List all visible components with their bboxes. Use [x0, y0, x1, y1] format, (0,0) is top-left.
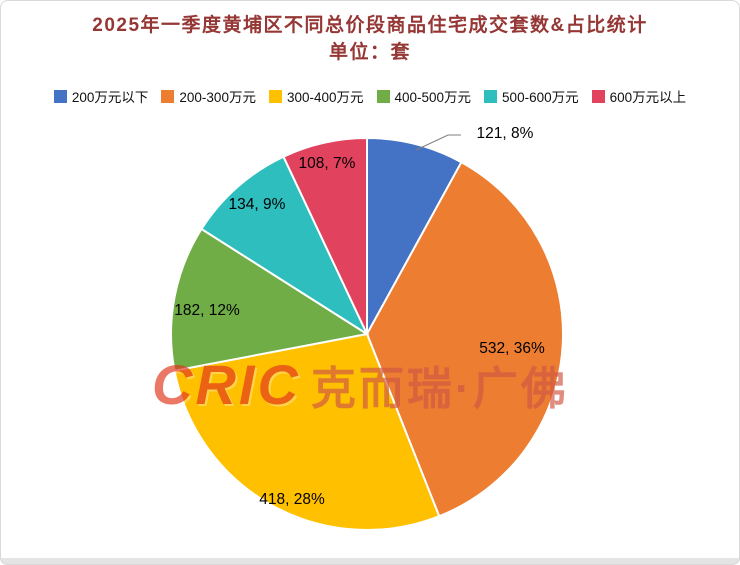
label-leader-line [415, 134, 461, 151]
legend-item-0: 200万元以下 [53, 86, 149, 106]
pie-slice-1 [365, 160, 564, 518]
legend-swatch-icon [268, 89, 282, 103]
legend-label: 600万元以上 [609, 90, 687, 105]
chart-legend: 200万元以下 200-300万元 300-400万元 400-500万元 500-60… [0, 86, 740, 106]
pie-slice-2 [173, 332, 441, 531]
pie-slice-3 [170, 227, 370, 372]
legend-label: 500-600万元 [502, 90, 579, 105]
legend-item-2: 300-400万元 [268, 86, 364, 106]
legend-swatch-icon [161, 89, 175, 103]
legend-swatch-icon [591, 89, 605, 103]
legend-label: 300-400万元 [286, 90, 364, 105]
chart-title: 2025年一季度黄埔区不同总价段商品住宅成交套数&占比统计 [92, 15, 648, 36]
legend-item-1: 200-300万元 [161, 86, 256, 106]
legend-swatch-icon [484, 89, 498, 103]
legend-label: 400-500万元 [394, 90, 472, 105]
pie-slice-4 [200, 155, 370, 337]
chart-subtitle-unit: 单位：套 [328, 42, 411, 63]
pie-slice-5 [282, 136, 368, 335]
pie-slice-0 [366, 136, 463, 335]
legend-item-5: 600万元以上 [591, 86, 687, 106]
legend-label: 200万元以下 [71, 90, 149, 105]
legend-swatch-icon [53, 89, 67, 103]
legend-label: 200-300万元 [179, 90, 256, 105]
legend-item-4: 500-600万元 [484, 86, 579, 106]
legend-item-3: 400-500万元 [376, 86, 472, 106]
pie-slices [170, 136, 564, 531]
bottom-border [0, 558, 740, 565]
legend-swatch-icon [376, 89, 390, 103]
